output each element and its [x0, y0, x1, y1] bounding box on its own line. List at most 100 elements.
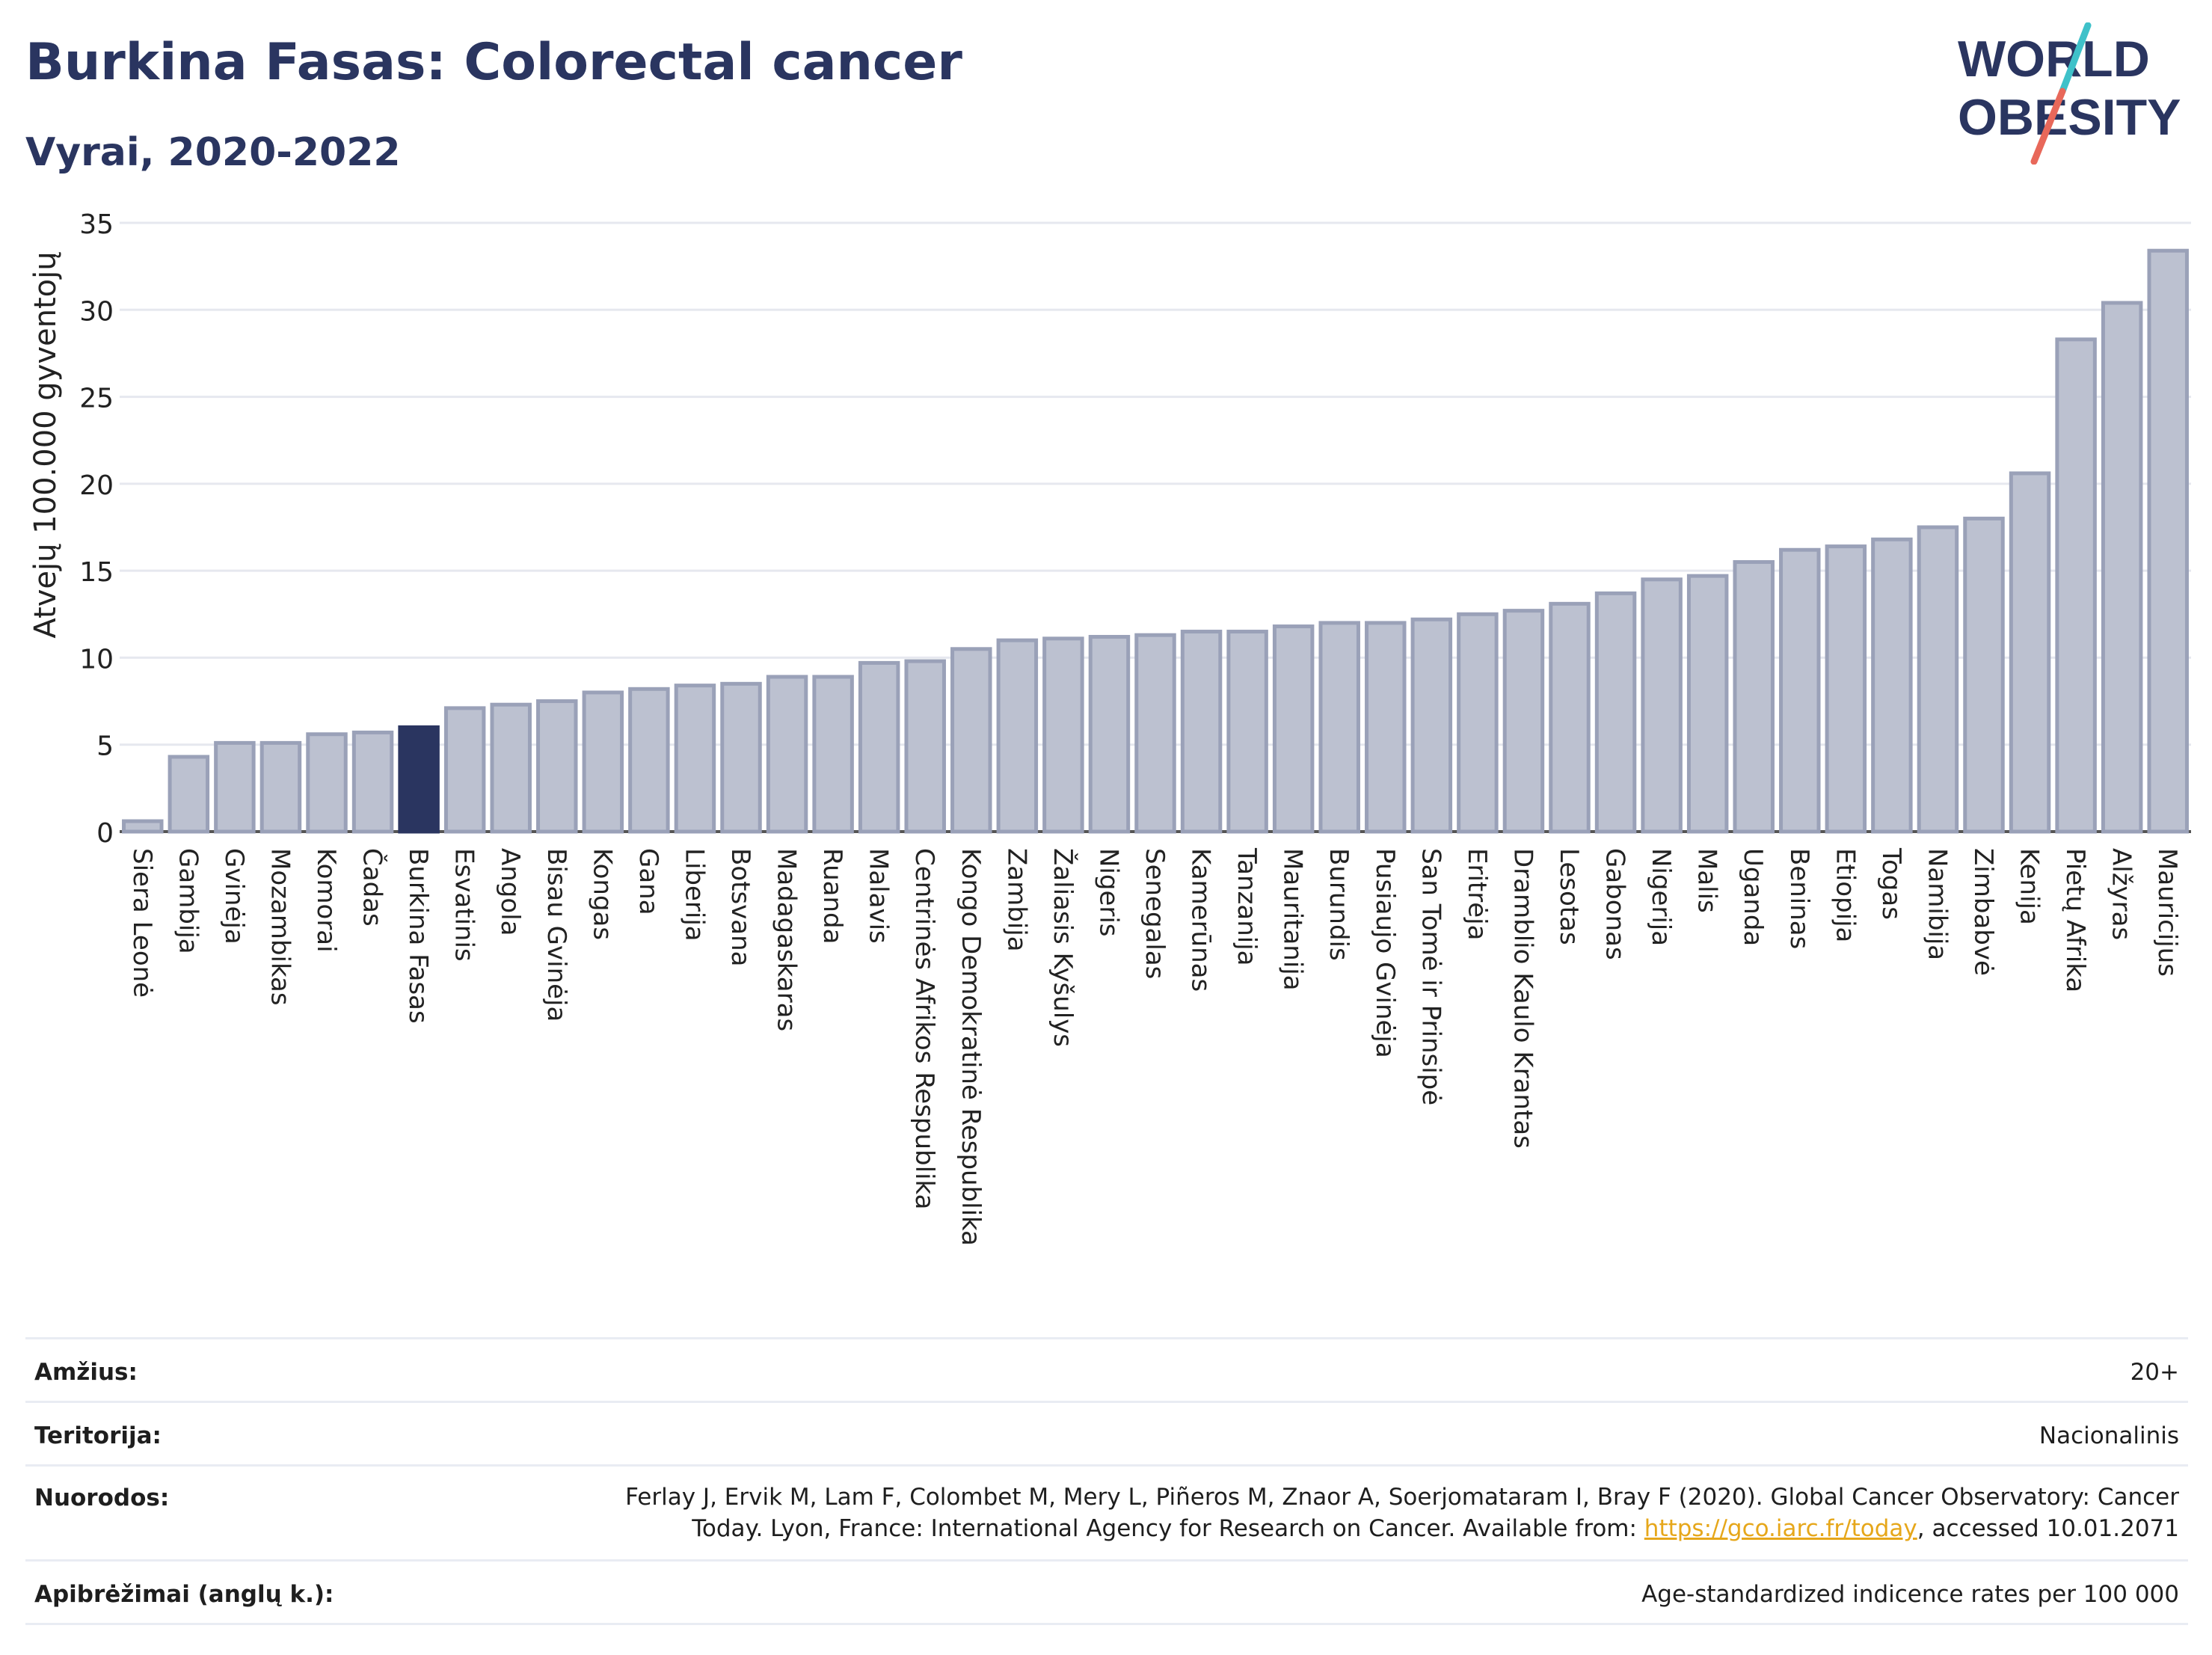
bar [858, 660, 900, 834]
bar [214, 740, 256, 834]
logo-text-world: WORLD [1958, 31, 2150, 87]
bar [904, 659, 946, 834]
x-tick-label: Gvinėja [219, 848, 249, 945]
y-tick-label: 20 [79, 470, 114, 501]
x-tick-label: San Tomė ir Prinsipė [1416, 848, 1446, 1105]
x-tick-label: Namibija [1922, 848, 1952, 960]
bar [1042, 636, 1084, 834]
bar [490, 702, 532, 834]
reference-line-2: Today. Lyon, France: International Agenc… [459, 1513, 2179, 1544]
y-tick-label: 35 [79, 209, 114, 240]
x-tick-label: Togas [1876, 847, 1906, 920]
footer-table: Amžius: 20+ Teritorija: Nacionalinis Nuo… [25, 1337, 2188, 1625]
y-tick-label: 0 [96, 818, 114, 849]
bar [950, 647, 992, 834]
x-tick-label: Siera Leonė [127, 848, 157, 998]
footer-label-references: Nuorodos: [34, 1484, 170, 1511]
bar [122, 819, 164, 834]
bar [351, 730, 394, 834]
reference-text: Today. Lyon, France: International Agenc… [692, 1515, 1644, 1542]
bar [1825, 544, 1867, 834]
footer-value-definitions: Age-standardized indicence rates per 100… [1641, 1581, 2179, 1608]
bar [1594, 591, 1637, 834]
x-tick-label: Kenija [2015, 848, 2044, 925]
bar [674, 684, 716, 834]
x-tick-label: Madagaskaras [772, 848, 802, 1031]
bar [259, 740, 302, 834]
bar [1779, 547, 1821, 834]
bar [1318, 621, 1360, 834]
bar [1410, 617, 1453, 834]
x-tick-label: Zambija [1001, 848, 1031, 952]
x-tick-label: Uganda [1738, 848, 1768, 946]
bar [812, 675, 854, 834]
bar-highlighted [398, 725, 440, 834]
logo-slash-teal [2059, 22, 2092, 95]
bar [1686, 574, 1729, 834]
footer-bottom-border [25, 1623, 2188, 1625]
x-tick-label: Gabonas [1600, 848, 1630, 960]
bar [2147, 248, 2189, 834]
x-tick-label: Senegalas [1140, 848, 1170, 979]
reference-link[interactable]: https://gco.iarc.fr/today [1644, 1515, 1917, 1542]
bar [1963, 516, 2005, 834]
footer-label-age: Amžius: [34, 1359, 138, 1386]
world-obesity-logo: WORLD OBESITY [1958, 22, 2181, 165]
footer-row-references: Nuorodos: Ferlay J, Ervik M, Lam F, Colo… [25, 1464, 2188, 1559]
bar [1180, 630, 1223, 834]
logo-slash-red [2030, 87, 2066, 165]
x-tick-label: Kongo Demokratinė Respublika [956, 848, 986, 1246]
bar [1226, 630, 1268, 834]
x-tick-label: Kongas [587, 848, 617, 940]
y-tick-label: 5 [96, 731, 114, 762]
bar [443, 706, 486, 834]
x-tick-label: Pusiaujo Gvinėja [1370, 848, 1400, 1058]
x-tick-label: Beninas [1784, 848, 1814, 949]
y-tick-label: 30 [79, 296, 114, 327]
x-tick-label: Etiopija [1830, 848, 1860, 942]
y-tick-label: 10 [79, 644, 114, 675]
x-tick-label: Kamerūnas [1186, 848, 1216, 992]
bar [1871, 537, 1913, 834]
bars [122, 248, 2189, 834]
footer-row-definitions: Apibrėžimai (anglų k.): Age-standardized… [25, 1559, 2188, 1623]
x-tick-label: Burkina Fasas [403, 848, 433, 1024]
bar [1272, 624, 1315, 834]
x-tick-label: Esvatinis [449, 848, 479, 962]
x-tick-label: Eritrėja [1462, 848, 1492, 940]
bar [766, 675, 808, 834]
bar [1549, 601, 1591, 834]
reference-line-1: Ferlay J, Ervik M, Lam F, Colombet M, Me… [625, 1484, 2179, 1511]
x-tick-labels: Siera Leonė Gambija Gvinėja Mozambikas Komor… [127, 847, 2182, 1246]
y-axis-label: Atvejų 100.000 gyventojų [28, 251, 63, 638]
x-tick-label: Nigeris [1093, 848, 1123, 937]
x-tick-label: Lesotas [1554, 848, 1584, 945]
x-tick-label: Ruanda [817, 848, 847, 944]
bar [996, 638, 1039, 834]
footer-row-age: Amžius: 20+ [25, 1337, 2188, 1401]
x-tick-label: Botsvana [725, 848, 755, 967]
footer-value-age: 20+ [2130, 1359, 2179, 1386]
x-tick-label: Malavis [864, 848, 894, 944]
logo-text-obesity: OBESITY [1958, 89, 2181, 146]
bar [1917, 525, 1959, 834]
x-tick-label: Komorai [311, 848, 341, 953]
x-tick-label: Žaliasis Kyšulys [1048, 848, 1078, 1047]
y-tick-labels: 0 5 10 15 20 25 30 35 [79, 209, 114, 849]
bar [2009, 471, 2051, 834]
bar [1502, 609, 1545, 834]
x-tick-label: Gana [633, 848, 663, 915]
bar-chart: Siera Leonė Gambija Gvinėja Mozambikas Komor… [28, 209, 2191, 1246]
bar [1088, 635, 1131, 834]
x-tick-label: Čadas [357, 848, 388, 927]
y-tick-label: 15 [79, 557, 114, 588]
bar [2055, 337, 2097, 834]
y-tick-label: 25 [79, 384, 114, 414]
x-tick-label: Nigerija [1646, 848, 1676, 946]
x-tick-label: Gambija [173, 848, 203, 954]
chart-subtitle: Vyrai, 2020-2022 [25, 130, 401, 175]
bar [306, 732, 348, 834]
x-tick-label: Pietų Afrika [2060, 848, 2090, 992]
x-tick-label: Zimbabvė [1968, 848, 1998, 976]
x-tick-label: Alžyras [2107, 848, 2136, 940]
